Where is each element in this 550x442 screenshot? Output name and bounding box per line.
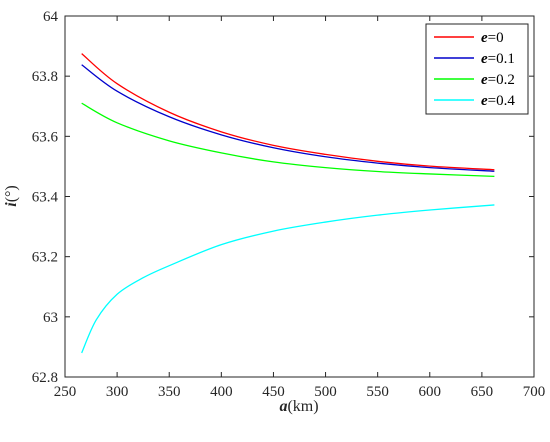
- legend-value: =0: [488, 30, 504, 46]
- y-axis-label: i(°): [3, 185, 20, 207]
- y-tick-label: 63.4: [32, 190, 59, 206]
- legend-label-3: e=0.4: [481, 93, 515, 109]
- legend-box: [425, 23, 529, 115]
- x-tick-label: 350: [158, 384, 181, 400]
- y-tick-label: 63: [43, 310, 58, 326]
- x-tick-label: 450: [262, 384, 285, 400]
- series-line-2: [81, 102, 495, 177]
- x-tick-label: 550: [366, 384, 389, 400]
- y-tick-label: 62.8: [32, 370, 58, 386]
- x-tick-label: 250: [54, 384, 77, 400]
- legend-label-0: e=0: [481, 30, 504, 46]
- legend-var: e: [481, 93, 488, 109]
- x-tick-label: 650: [471, 384, 494, 400]
- legend: e=0e=0.1e=0.2e=0.4: [425, 23, 529, 115]
- x-tick-label: 500: [314, 384, 337, 400]
- series-lines: [81, 53, 495, 354]
- y-tick-label: 64: [43, 9, 59, 25]
- series-line-3: [81, 204, 495, 354]
- y-tick-label: 63.2: [32, 250, 58, 266]
- legend-var: e: [481, 51, 488, 67]
- x-tick-label: 600: [419, 384, 442, 400]
- y-tick-label: 63.6: [32, 129, 59, 145]
- legend-var: e: [481, 72, 488, 88]
- legend-value: =0.1: [488, 51, 515, 67]
- x-axis-label: a(km): [279, 398, 318, 415]
- series-line-0: [81, 53, 495, 171]
- legend-label-2: e=0.2: [481, 72, 515, 88]
- y-tick-label: 63.8: [32, 69, 58, 85]
- series-line-1: [81, 64, 495, 172]
- legend-label-1: e=0.1: [481, 51, 515, 67]
- x-tick-label: 700: [523, 384, 546, 400]
- legend-value: =0.4: [488, 93, 516, 109]
- ticks-group: 250 300 350 400 450 500 550 600 650 700 62.8 63 63.2…: [32, 9, 546, 400]
- legend-value: =0.2: [488, 72, 515, 88]
- x-tick-label: 400: [210, 384, 233, 400]
- legend-var: e: [481, 30, 488, 46]
- x-tick-label: 300: [106, 384, 129, 400]
